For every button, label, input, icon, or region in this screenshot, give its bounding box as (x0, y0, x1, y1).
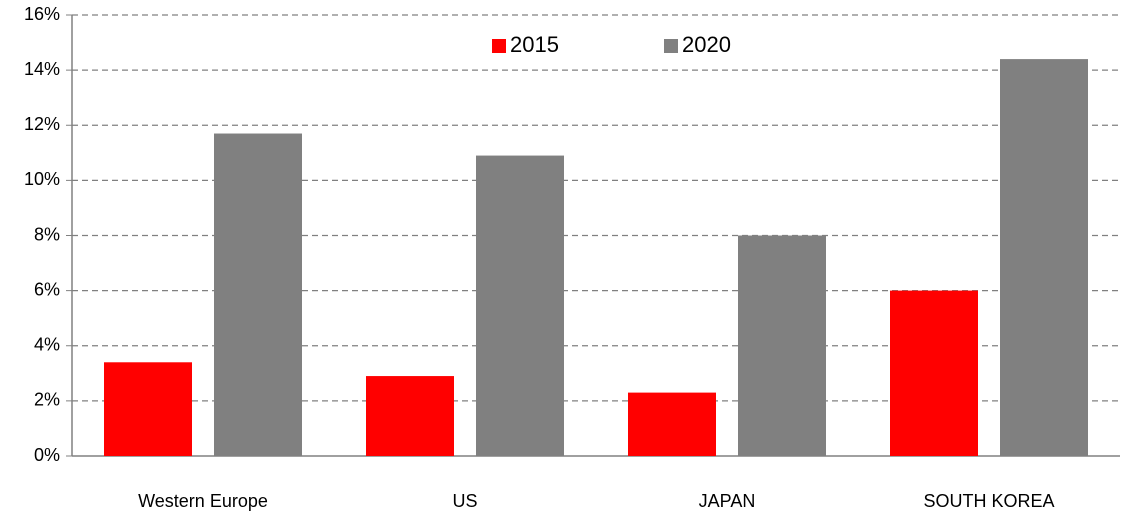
y-tick-label: 16% (24, 4, 60, 24)
x-tick-label: US (452, 491, 477, 511)
legend-swatch (664, 39, 678, 53)
y-tick-label: 10% (24, 169, 60, 189)
legend-label: 2015 (510, 32, 559, 57)
y-tick-label: 4% (34, 335, 60, 355)
x-tick-label: JAPAN (699, 491, 756, 511)
x-tick-label: SOUTH KOREA (923, 491, 1054, 511)
bar (738, 235, 826, 456)
y-tick-label: 8% (34, 224, 60, 244)
bar (366, 376, 454, 456)
y-tick-label: 12% (24, 114, 60, 134)
legend-label: 2020 (682, 32, 731, 57)
x-tick-label: Western Europe (138, 491, 268, 511)
y-tick-label: 6% (34, 279, 60, 299)
y-tick-label: 0% (34, 445, 60, 465)
bar (214, 133, 302, 457)
y-tick-label: 2% (34, 390, 60, 410)
legend-swatch (492, 39, 506, 53)
bar (1000, 59, 1088, 456)
bar (104, 362, 192, 456)
bar (628, 392, 716, 456)
y-tick-label: 14% (24, 59, 60, 79)
bar (890, 290, 978, 456)
bar (476, 155, 564, 456)
